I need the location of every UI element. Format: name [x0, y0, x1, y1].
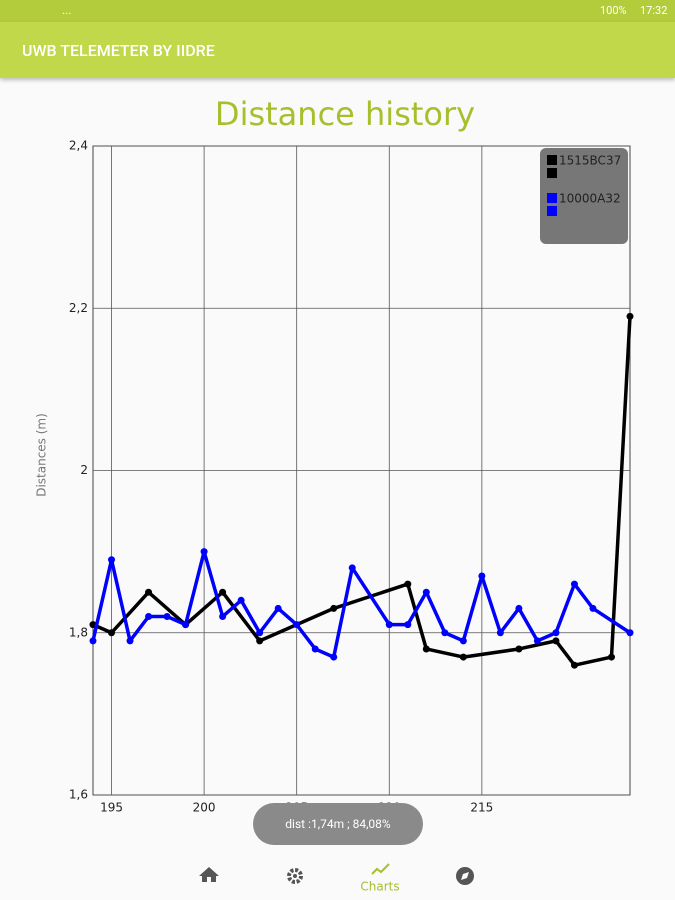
y-axis-label: Distances (m)	[35, 413, 49, 497]
app-bar: UWB TELEMETER BY IIDRE	[0, 22, 675, 78]
bottom-nav: Charts	[199, 863, 474, 894]
data-point	[459, 653, 467, 661]
legend-swatch	[547, 168, 557, 178]
legend-box	[540, 148, 628, 244]
data-point	[626, 312, 634, 320]
data-point	[108, 629, 116, 637]
status-bar: ... 100% 17:32	[0, 0, 675, 22]
y-tick-label: 2,4	[69, 139, 88, 153]
x-tick-label: 195	[100, 801, 123, 815]
data-point	[515, 645, 523, 653]
data-point	[441, 629, 449, 637]
charts-button[interactable]: Charts	[360, 863, 400, 894]
home-button[interactable]	[199, 867, 219, 882]
series-line	[92, 316, 632, 667]
data-point	[200, 548, 208, 556]
battery: 100%	[600, 4, 627, 17]
data-point	[219, 613, 227, 621]
data-point	[256, 629, 264, 637]
chart: Distance history Distances (m) 1,6 1,8 2 2,…	[35, 95, 634, 815]
legend-label: 10000A32	[559, 192, 621, 206]
data-point	[293, 621, 301, 629]
data-point	[163, 613, 171, 621]
data-point	[311, 645, 319, 653]
data-point	[237, 596, 245, 604]
y-tick-label: 1,8	[69, 625, 88, 639]
data-point	[182, 621, 190, 629]
y-tick-label: 1,6	[69, 788, 88, 802]
data-point	[533, 637, 541, 645]
data-point	[145, 588, 153, 596]
y-tick-label: 2,2	[69, 301, 88, 315]
nav-label: Charts	[360, 880, 399, 894]
data-point	[515, 604, 523, 612]
data-point	[422, 588, 430, 596]
data-point	[126, 637, 134, 645]
legend-label: 1515BC37	[559, 154, 621, 168]
data-point	[570, 661, 578, 669]
legend-swatch	[547, 193, 557, 203]
data-point	[552, 637, 560, 645]
data-point	[422, 645, 430, 653]
chart-title: Distance history	[215, 95, 475, 133]
x-tick-label: 200	[193, 801, 216, 815]
data-point	[108, 556, 116, 564]
data-point	[385, 621, 393, 629]
toast: dist :1,74m ; 84,08%	[253, 803, 423, 845]
data-point	[348, 564, 356, 572]
data-point	[404, 580, 412, 588]
data-point	[89, 637, 97, 645]
legend: 1515BC37 10000A32	[540, 148, 628, 244]
clock: 17:32	[640, 4, 668, 17]
data-point	[459, 637, 467, 645]
compass-button[interactable]	[456, 867, 474, 885]
legend-swatch	[547, 206, 557, 216]
data-point	[589, 604, 597, 612]
data-point	[626, 629, 634, 637]
data-point	[496, 629, 504, 637]
data-point	[256, 637, 264, 645]
data-point	[404, 621, 412, 629]
data-point	[145, 613, 153, 621]
data-point	[570, 580, 578, 588]
settings-button[interactable]	[287, 868, 303, 884]
data-point	[330, 653, 338, 661]
legend-swatch	[547, 155, 557, 165]
series-line	[91, 549, 631, 659]
x-tick-label: 215	[470, 801, 493, 815]
notification-more: ...	[62, 3, 72, 17]
y-tick-label: 2	[80, 463, 88, 477]
data-point	[552, 629, 560, 637]
data-point	[478, 572, 486, 580]
data-point	[607, 653, 615, 661]
app-title: UWB TELEMETER BY IIDRE	[22, 41, 215, 60]
data-point	[219, 588, 227, 596]
data-point	[274, 604, 282, 612]
data-point	[330, 604, 338, 612]
